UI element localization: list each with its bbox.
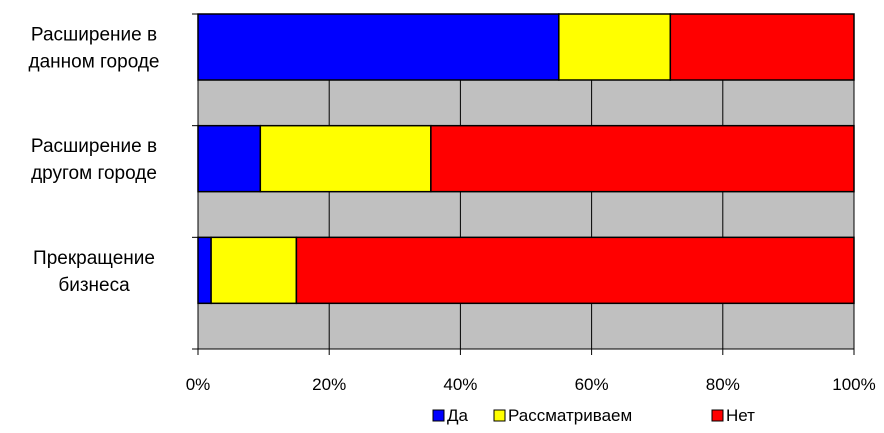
legend-swatch — [432, 409, 445, 422]
bar-segment — [197, 236, 212, 305]
x-tick-label: 60% — [575, 375, 609, 394]
legend-swatch — [493, 409, 506, 422]
category-label: Расширение в — [31, 136, 157, 157]
category-label: Прекращение — [33, 248, 155, 269]
bar-segment — [558, 13, 672, 81]
x-tick-label: 100% — [832, 375, 875, 394]
legend-label: Нет — [726, 406, 755, 425]
bar-segment — [197, 124, 262, 193]
category-label: данном городе — [29, 52, 160, 73]
bar-segment — [669, 13, 855, 81]
bar-segment — [210, 236, 298, 305]
bar-segment — [430, 124, 855, 193]
legend-swatch — [711, 409, 724, 422]
bar-segment — [295, 236, 855, 305]
x-tick-label: 80% — [706, 375, 740, 394]
legend-label: Да — [447, 406, 469, 425]
x-tick-label: 40% — [443, 375, 477, 394]
x-tick-label: 0% — [186, 375, 211, 394]
legend-label: Рассматриваем — [508, 406, 632, 425]
category-label: Расширение в — [31, 25, 157, 46]
bar-segment — [259, 124, 432, 193]
bar-segment — [197, 13, 560, 81]
x-tick-label: 20% — [312, 375, 346, 394]
category-label: бизнеса — [58, 275, 130, 296]
category-label: другом городе — [31, 163, 157, 184]
